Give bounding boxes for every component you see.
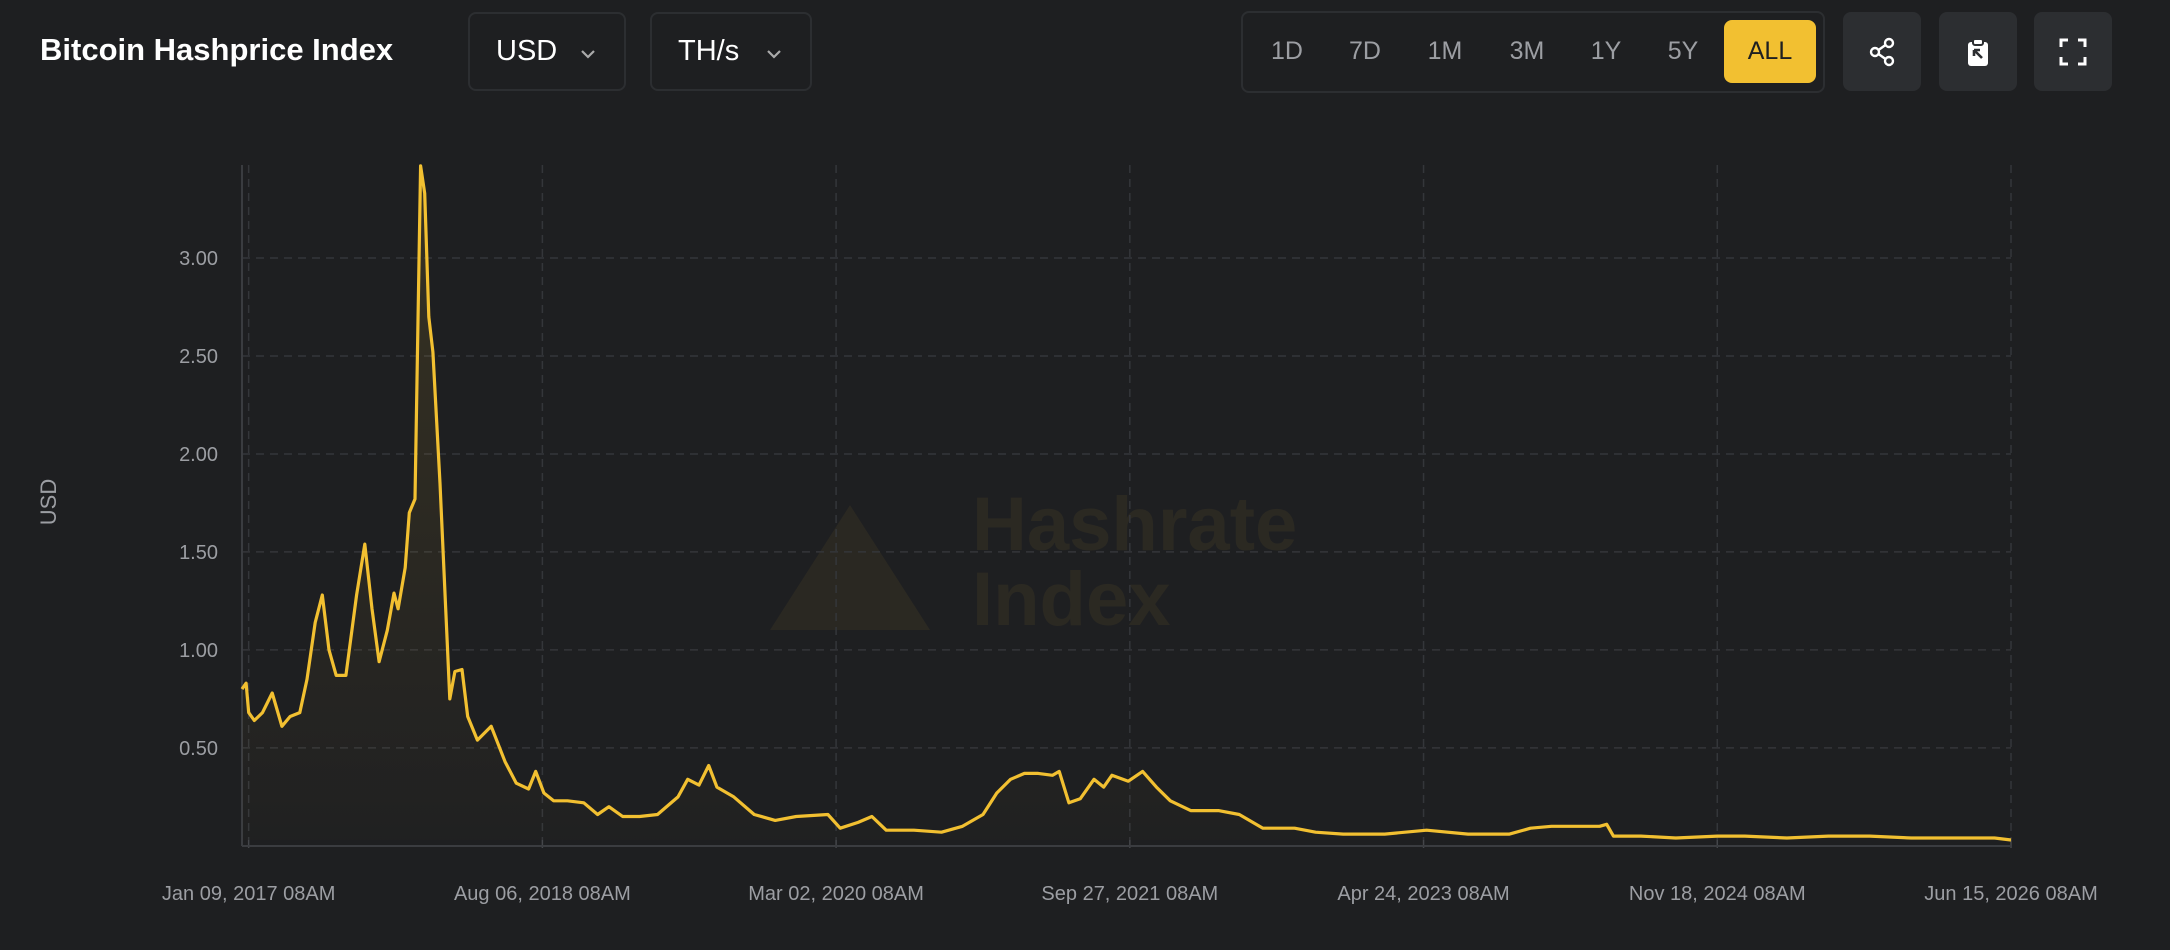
y-tick-label: 2.00 <box>179 444 218 466</box>
range-group <box>1241 11 1825 93</box>
x-tick-label: Nov 18, 2024 08AM <box>1629 883 1806 905</box>
y-tick-label: 1.50 <box>179 542 218 564</box>
range-button[interactable]: 1D <box>1271 37 1303 65</box>
currency-value: USD <box>496 35 558 67</box>
y-tick-label: 2.50 <box>179 346 218 368</box>
x-tick-label: Sep 27, 2021 08AM <box>1041 883 1218 905</box>
x-tick-label: Aug 06, 2018 08AM <box>454 883 631 905</box>
fullscreen-icon <box>2059 38 2087 65</box>
range-button[interactable]: 7D <box>1349 37 1381 65</box>
area <box>242 165 2011 840</box>
chart: Hashrate Index USD 0.50 1.00 1.50 2.00 2.50 3… <box>36 164 2098 905</box>
range-button[interactable]: 1Y <box>1590 37 1622 65</box>
clipboard-icon <box>1968 37 1988 66</box>
fullscreen-button[interactable] <box>2034 12 2112 91</box>
chevron <box>581 50 595 59</box>
y-tick-label: 3.00 <box>179 248 218 270</box>
y-tick-label: 1.00 <box>179 640 218 662</box>
line <box>240 164 2012 842</box>
x-tick-label: Jan 09, 2017 08AM <box>162 883 335 905</box>
range-button[interactable]: 5Y <box>1667 37 1699 65</box>
watermark: Hashrate Index <box>770 482 1297 642</box>
currency-dropdown[interactable]: USD <box>468 12 626 91</box>
x-tick-label: Apr 24, 2023 08AM <box>1337 883 1509 905</box>
x-tick-label: Mar 02, 2020 08AM <box>748 883 924 905</box>
range-button[interactable]: 1M <box>1427 37 1463 65</box>
share-icon <box>1869 37 1895 66</box>
page-title: Bitcoin Hashprice Index <box>40 32 394 67</box>
chevron <box>767 50 781 59</box>
y-tick-label: 0.50 <box>179 738 218 760</box>
watermark-text: Hashrate <box>972 482 1297 567</box>
copy-button[interactable] <box>1939 12 2017 91</box>
y-axis-label: USD <box>36 479 61 525</box>
unit-dropdown[interactable]: TH/s <box>650 12 812 91</box>
range-button[interactable]: 3M <box>1509 37 1545 65</box>
share-button[interactable] <box>1843 12 1921 91</box>
x-tick-label: Jun 15, 2026 08AM <box>1924 883 2097 905</box>
unit-value: TH/s <box>678 35 740 67</box>
range-button[interactable]: ALL <box>1724 20 1816 83</box>
watermark-text: Index <box>972 557 1171 642</box>
watermark-logo <box>770 505 930 630</box>
